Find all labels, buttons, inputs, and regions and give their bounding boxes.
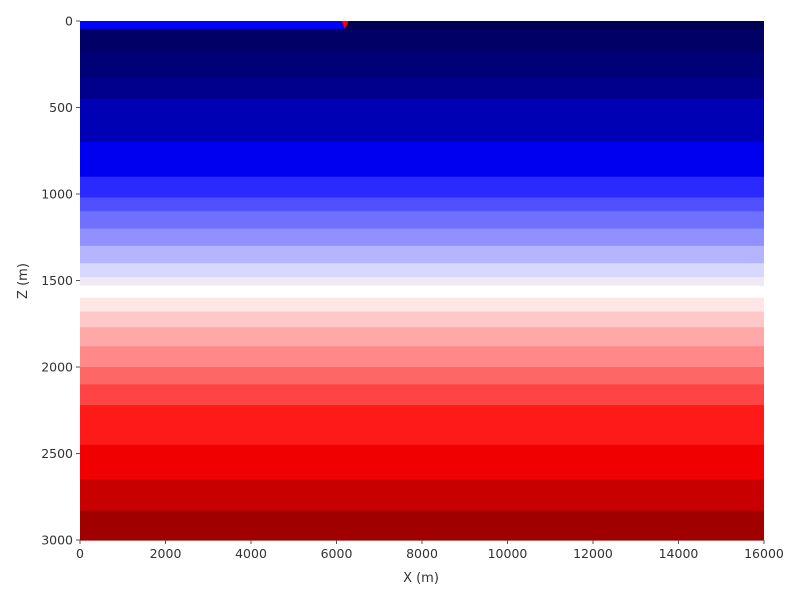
depth-layer — [80, 211, 764, 230]
depth-layer — [80, 367, 764, 385]
depth-layer — [80, 52, 764, 79]
y-tick-label: 1500 — [41, 273, 73, 288]
depth-layer — [80, 384, 764, 406]
x-tick-label: 2000 — [150, 546, 182, 561]
depth-layer — [80, 311, 764, 328]
depth-layer — [80, 197, 764, 212]
depth-layer — [80, 346, 764, 368]
depth-layer — [80, 405, 764, 446]
depth-layer — [80, 98, 764, 143]
x-tick-label: 10000 — [488, 546, 528, 561]
depth-layer — [80, 444, 764, 481]
depth-layer — [80, 479, 764, 512]
depth-layer — [80, 277, 764, 287]
source-marker — [341, 21, 349, 29]
y-tick-label: 2000 — [41, 360, 73, 375]
y-axis-label: Z (m) — [16, 263, 31, 299]
depth-layer — [80, 510, 764, 541]
x-axis-label: X (m) — [403, 571, 439, 586]
depth-layer — [80, 29, 764, 53]
x-tick-label: 14000 — [659, 546, 699, 561]
x-tick-label: 8000 — [406, 546, 438, 561]
y-tick-label: 1000 — [41, 187, 73, 202]
x-axis: 0 2000 4000 6000 8000 10000 12000 14000 16000 — [76, 540, 784, 561]
surface-strip — [80, 21, 346, 29]
depth-layers — [80, 21, 764, 541]
x-tick-label: 4000 — [235, 546, 267, 561]
y-tick-label: 500 — [49, 100, 73, 115]
depth-layer — [80, 21, 764, 31]
x-tick-label: 0 — [76, 546, 84, 561]
overlay-marks — [80, 21, 349, 29]
y-tick-label: 3000 — [41, 533, 73, 548]
depth-layer — [80, 142, 764, 178]
x-tick-label: 16000 — [744, 546, 784, 561]
depth-layer — [80, 327, 764, 347]
depth-layer — [80, 245, 764, 264]
depth-layer — [80, 297, 764, 313]
depth-layer — [80, 263, 764, 278]
depth-layer — [80, 78, 764, 100]
y-tick-label: 0 — [65, 14, 73, 29]
x-tick-label: 6000 — [321, 546, 353, 561]
depth-layer — [80, 228, 764, 247]
y-axis: 0 500 1000 1500 2000 2500 3000 — [41, 14, 80, 548]
y-tick-label: 2500 — [41, 446, 73, 461]
depth-layer — [80, 176, 764, 199]
x-tick-label: 12000 — [573, 546, 613, 561]
depth-layer — [80, 285, 764, 299]
